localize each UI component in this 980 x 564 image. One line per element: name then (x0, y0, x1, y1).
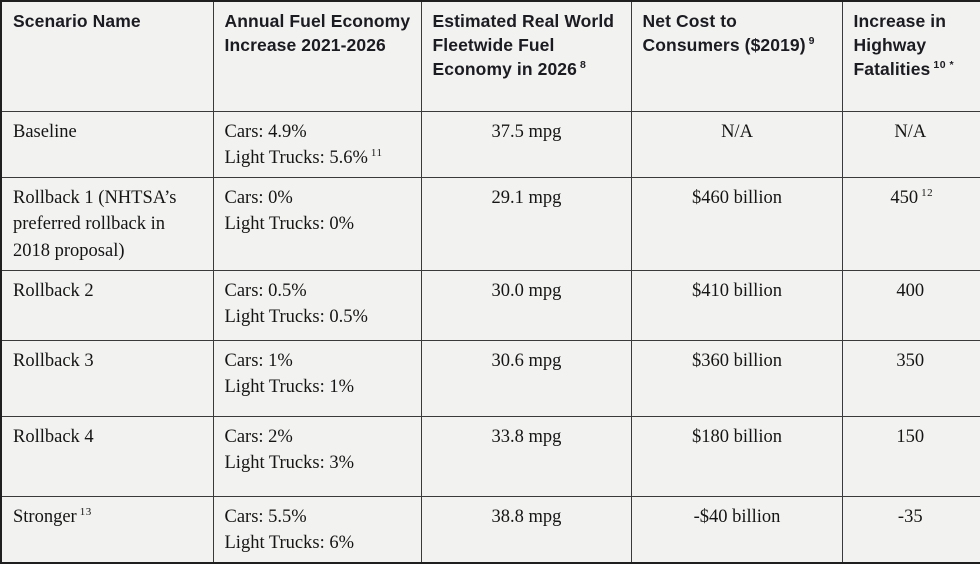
table-row-baseline: Baseline Cars: 4.9% Light Trucks: 5.6% 11… (0, 110, 980, 179)
cars-increase: Cars: 2% (224, 426, 293, 447)
cell-fatalities: 400 (841, 269, 980, 341)
table-row-rollback-4: Rollback 4 Cars: 2% Light Trucks: 3% 33.… (0, 415, 980, 497)
scenario-label: Stronger (13, 506, 77, 527)
fatalities-value: N/A (894, 121, 927, 142)
cell-fleetwide-mpg: 33.8 mpg (420, 415, 632, 497)
fatalities-value: 450 (890, 188, 919, 209)
header-label: Increase in Highway Fatalities (853, 11, 947, 80)
trucks-increase-label: Light Trucks: 1% (224, 377, 355, 398)
cell-fuel-economy-increase: Cars: 0.5% Light Trucks: 0.5% (212, 269, 422, 341)
table-row-stronger: Stronger 13 Cars: 5.5% Light Trucks: 6% 3… (0, 495, 980, 564)
header-estimated-fleetwide-mpg: Estimated Real World Fleetwide Fuel Econ… (420, 0, 632, 112)
header-footnote: 9 (808, 35, 815, 48)
header-annual-fuel-economy: Annual Fuel Economy Increase 2021-2026 (212, 0, 422, 112)
cell-fuel-economy-increase: Cars: 2% Light Trucks: 3% (212, 415, 422, 497)
trucks-increase: Light Trucks: 0% (225, 211, 411, 237)
header-label: Net Cost to Consumers ($2019) (642, 11, 806, 56)
table-row-rollback-3: Rollback 3 Cars: 1% Light Trucks: 1% 30.… (0, 339, 980, 417)
cell-fleetwide-mpg: 30.0 mpg (420, 269, 632, 341)
table-row-rollback-2: Rollback 2 Cars: 0.5% Light Trucks: 0.5%… (0, 269, 980, 341)
cell-net-cost: $180 billion (630, 415, 843, 497)
cell-fatalities: 150 (841, 415, 980, 497)
trucks-increase-label: Light Trucks: 3% (224, 453, 355, 474)
cell-scenario: Rollback 3 (0, 339, 214, 417)
cars-increase: Cars: 4.9% (224, 121, 307, 142)
trucks-increase-label: Light Trucks: 5.6% (224, 147, 368, 168)
header-highway-fatalities: Increase in Highway Fatalities 10 * (841, 0, 980, 112)
cell-fatalities: 350 (841, 339, 980, 417)
trucks-increase: Light Trucks: 3% (225, 450, 411, 476)
cell-net-cost: -$40 billion (630, 495, 843, 564)
cell-fuel-economy-increase: Cars: 1% Light Trucks: 1% (212, 339, 422, 417)
scenario-label: Rollback 4 (13, 426, 94, 447)
trucks-footnote: 11 (370, 146, 383, 159)
trucks-increase-label: Light Trucks: 0.5% (224, 307, 368, 328)
cars-increase: Cars: 0% (224, 188, 293, 209)
header-net-cost-consumers: Net Cost to Consumers ($2019) 9 (630, 0, 843, 112)
header-footnote: 10 * (933, 59, 955, 72)
cell-net-cost: $460 billion (630, 177, 843, 271)
cell-fleetwide-mpg: 37.5 mpg (420, 110, 632, 179)
cars-increase: Cars: 5.5% (224, 506, 307, 527)
fatalities-footnote: 12 (921, 186, 934, 199)
scenario-label: Rollback 2 (13, 280, 94, 301)
header-label: Scenario Name (13, 11, 141, 31)
fatalities-value: -35 (897, 506, 923, 527)
cars-increase: Cars: 1% (224, 350, 293, 371)
cell-fuel-economy-increase: Cars: 4.9% Light Trucks: 5.6% 11 (212, 110, 422, 179)
cell-fleetwide-mpg: 30.6 mpg (420, 339, 632, 417)
trucks-increase-label: Light Trucks: 6% (224, 533, 355, 554)
cars-increase: Cars: 0.5% (224, 280, 307, 301)
cell-fleetwide-mpg: 29.1 mpg (420, 177, 632, 271)
header-scenario-name: Scenario Name (0, 0, 214, 112)
cell-net-cost: $360 billion (630, 339, 843, 417)
header-footnote: 8 (579, 59, 587, 72)
cell-fuel-economy-increase: Cars: 0% Light Trucks: 0% (212, 177, 422, 271)
scenario-label: Baseline (13, 121, 77, 142)
cell-scenario: Rollback 1 (NHTSA’s preferred rollback i… (0, 177, 214, 271)
header-label: Annual Fuel Economy Increase 2021-2026 (224, 11, 411, 56)
fatalities-value: 150 (896, 426, 925, 447)
trucks-increase: Light Trucks: 1% (225, 374, 411, 400)
scenario-label: Rollback 3 (13, 350, 94, 371)
trucks-increase: Light Trucks: 0.5% (225, 304, 411, 330)
cell-net-cost: $410 billion (630, 269, 843, 341)
cell-fleetwide-mpg: 38.8 mpg (420, 495, 632, 564)
cell-scenario: Rollback 4 (0, 415, 214, 497)
cell-scenario: Stronger 13 (0, 495, 214, 564)
cell-fatalities: -35 (841, 495, 980, 564)
trucks-increase: Light Trucks: 6% (225, 530, 411, 556)
cell-fuel-economy-increase: Cars: 5.5% Light Trucks: 6% (212, 495, 422, 564)
cell-scenario: Baseline (0, 110, 214, 179)
cell-net-cost: N/A (630, 110, 843, 179)
fatalities-value: 400 (896, 280, 925, 301)
header-label: Estimated Real World Fleetwide Fuel Econ… (432, 11, 615, 80)
trucks-increase-label: Light Trucks: 0% (224, 214, 355, 235)
cell-scenario: Rollback 2 (0, 269, 214, 341)
cell-fatalities: N/A (841, 110, 980, 179)
cell-fatalities: 450 12 (841, 177, 980, 271)
fatalities-value: 350 (896, 350, 925, 371)
trucks-increase: Light Trucks: 5.6% 11 (225, 145, 411, 171)
table-row-rollback-1: Rollback 1 (NHTSA’s preferred rollback i… (0, 177, 980, 271)
header-row: Scenario Name Annual Fuel Economy Increa… (0, 0, 980, 112)
scenario-footnote: 13 (79, 505, 92, 518)
scenario-label: Rollback 1 (NHTSA’s preferred rollback i… (13, 188, 177, 261)
